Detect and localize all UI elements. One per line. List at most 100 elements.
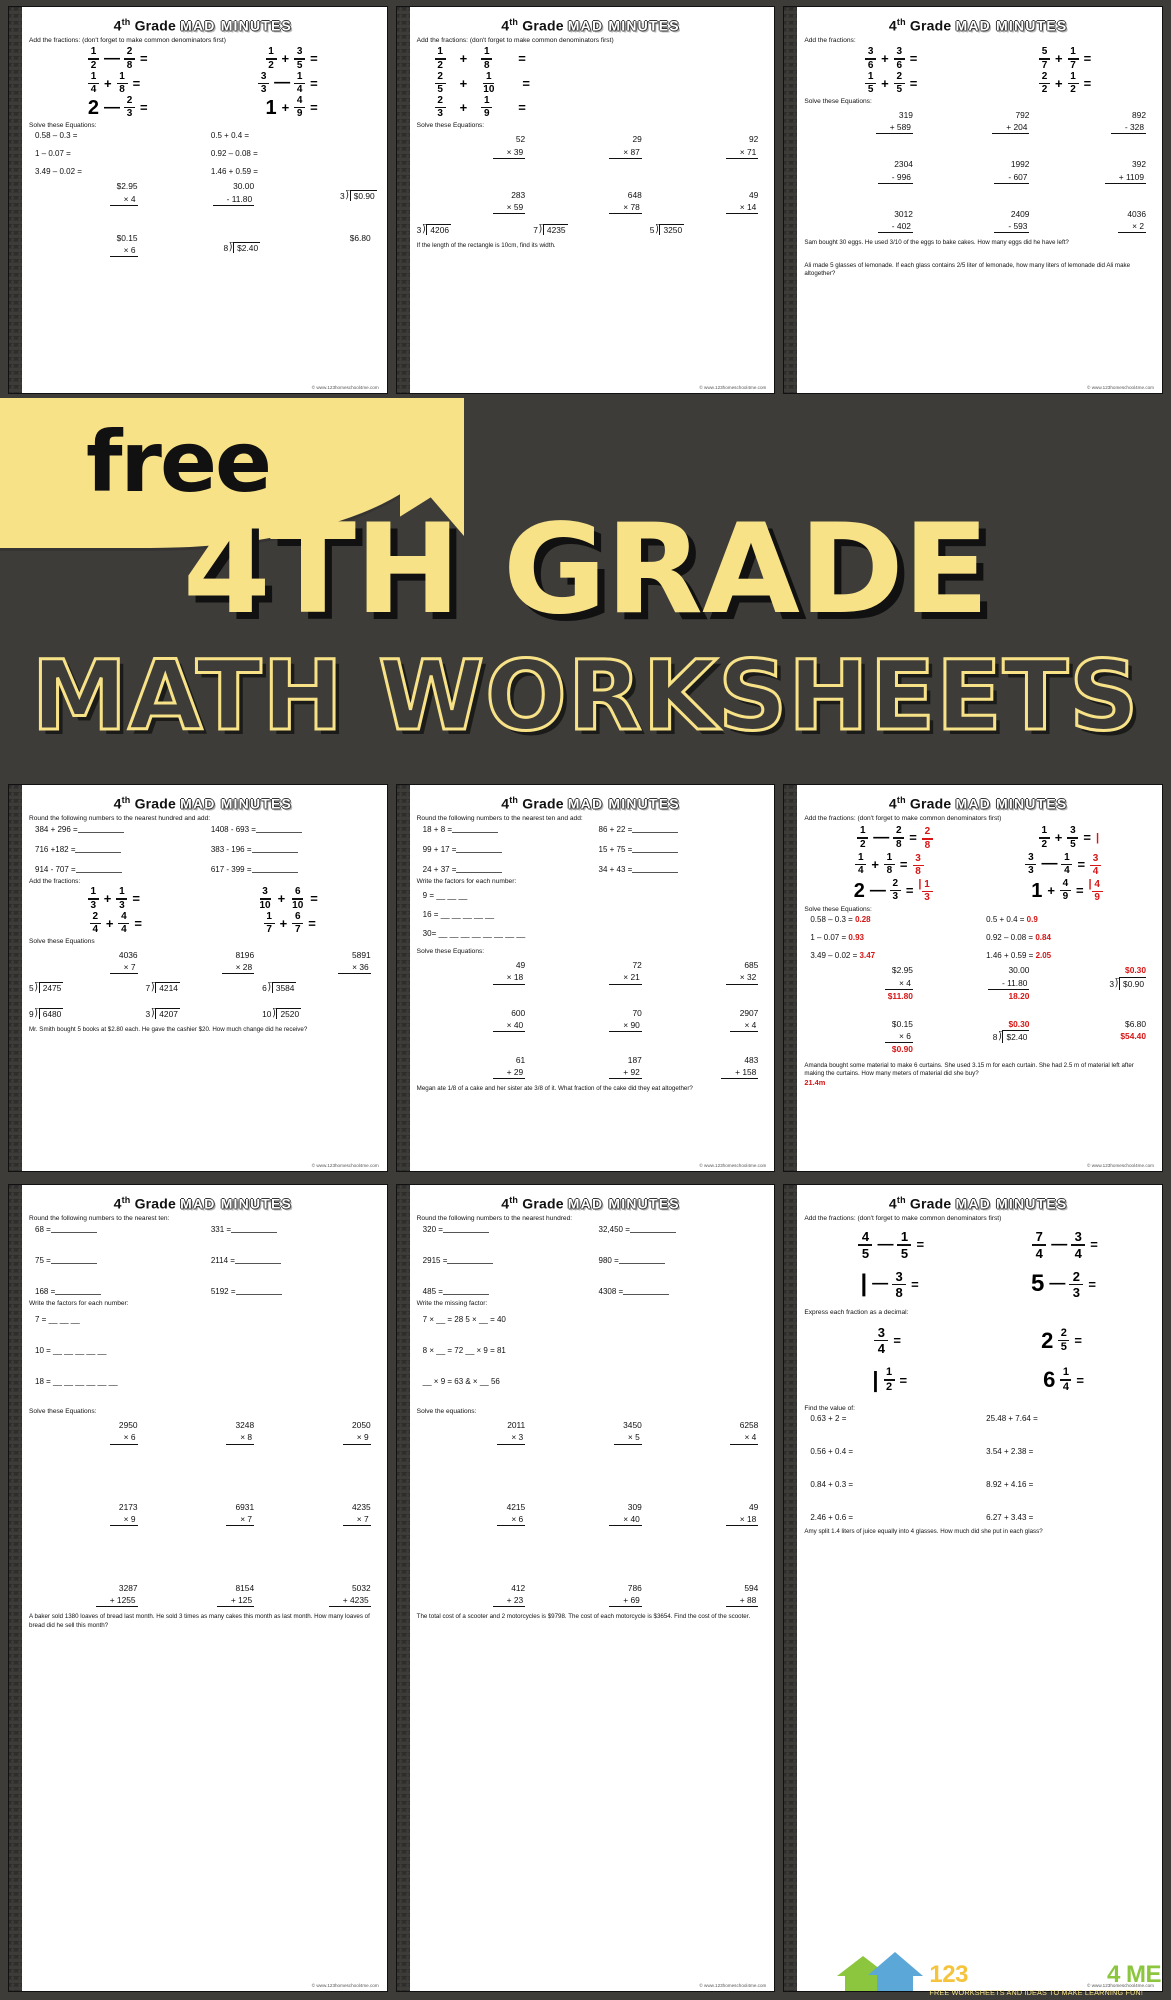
equation: 75 = xyxy=(29,1256,201,1265)
worksheet-sheet-3[interactable]: 4th Grade MAD MINUTES Add the fractions:… xyxy=(783,6,1164,394)
house-icon xyxy=(833,1952,925,1996)
column-problem: 648 × 78 xyxy=(533,189,648,215)
worksheet-sheet-5[interactable]: 4th Grade MAD MINUTES Round the followin… xyxy=(395,784,776,1172)
column-problem: $2.95 × 4 xyxy=(29,180,144,206)
equation: 2.46 + 0.6 = xyxy=(810,1512,854,1522)
equation: 0.58 – 0.3 = 0.28 xyxy=(810,915,871,925)
equation: 1 – 0.07 = xyxy=(35,149,71,159)
equation: 0.5 + 0.4 = 0.9 xyxy=(986,915,1038,925)
sub-instruction: Solve these Equations: xyxy=(804,98,872,106)
column-problem: 52 × 39 xyxy=(417,133,532,159)
worksheet-sheet-1[interactable]: 4th Grade MAD MINUTES Add the fractions:… xyxy=(8,6,388,394)
factor-line: 7 = __ __ __ xyxy=(35,1315,80,1325)
column-problem: 594 + 88 xyxy=(650,1582,765,1608)
equation: 384 + 296 = xyxy=(29,825,201,834)
sub-instruction: Solve these Equations xyxy=(29,938,95,946)
equation: 86 + 22 = xyxy=(593,825,765,834)
worksheet-row-top: 4th Grade MAD MINUTES Add the fractions:… xyxy=(0,0,1171,400)
column-problems: 319 + 589 792 + 204 892- 328 2304- 996 199… xyxy=(804,109,1152,234)
worksheet-row-middle: 4th Grade MAD MINUTES Round the followin… xyxy=(0,778,1171,1178)
brand-name: 123Homeschool4 ME xyxy=(929,1960,1161,1988)
worksheet-title: 4th Grade MAD MINUTES xyxy=(501,795,680,812)
brand-logo[interactable]: 123Homeschool4 ME FREE WORKSHEETS AND ID… xyxy=(833,1952,1162,1996)
column-problem: 600 × 40 xyxy=(417,1007,532,1032)
equation: 3.49 – 0.02 = 3.47 xyxy=(810,951,876,961)
equation-grid: 0.58 – 0.3 = 0.5 + 0.4 = 1 – 0.07 = 0.92… xyxy=(29,131,377,176)
equation: 383 - 196 = xyxy=(205,845,377,854)
division-problem: 5⟌ 2475 xyxy=(29,982,64,995)
equation: 2114 = xyxy=(205,1256,377,1265)
column-problem: 392 + 1109 xyxy=(1037,158,1152,184)
worksheet-title: 4th Grade MAD MINUTES xyxy=(501,17,680,34)
factor-line: 30= __ __ __ __ __ __ __ __ xyxy=(422,929,526,939)
word-problem: Amy split 1.4 liters of juice equally in… xyxy=(804,1527,1043,1535)
column-problem: 786 + 69 xyxy=(533,1582,648,1608)
sub-instruction: Add the fractions: xyxy=(29,878,81,886)
worksheet-sheet-9[interactable]: 4th Grade MAD MINUTES Add the fractions:… xyxy=(783,1184,1164,1992)
worksheet-title: 4th Grade MAD MINUTES xyxy=(113,795,293,812)
equation: 0.92 – 0.08 = 0.84 xyxy=(986,933,1051,943)
equation-grid: 0.58 – 0.3 = 0.28 0.5 + 0.4 = 0.9 1 – 0.… xyxy=(804,915,1152,960)
division-problem: 3⟌ $0.90 xyxy=(1109,976,1146,990)
column-problem: 30.00 - 11.80 xyxy=(146,180,261,206)
worksheet-title: 4th Grade MAD MINUTES xyxy=(501,1195,680,1212)
worksheet-sheet-4[interactable]: 4th Grade MAD MINUTES Round the followin… xyxy=(8,784,388,1172)
column-problem: 3287 + 1255 xyxy=(29,1582,144,1608)
worksheet-sheet-8[interactable]: 4th Grade MAD MINUTES Round the followin… xyxy=(395,1184,776,1992)
worksheet-sheet-2[interactable]: 4th Grade MAD MINUTES Add the fractions:… xyxy=(395,6,776,394)
rounding-equations: 18 + 8 = 86 + 22 = 99 + 17 = 15 + 75 = 2… xyxy=(417,825,765,874)
sub-instruction: Find the value of: xyxy=(804,1404,855,1412)
word-problem: Megan ate 1/8 of a cake and her sister a… xyxy=(416,1085,693,1093)
column-problem: 2907 × 4 xyxy=(650,1007,765,1032)
instruction-text: Add the fractions: (don't forget to make… xyxy=(29,36,226,44)
sub-instruction: Express each fraction as a decimal: xyxy=(804,1309,909,1317)
equation: 320 = xyxy=(417,1225,589,1234)
equation: 34 + 43 = xyxy=(593,865,765,874)
factor-line: __ × 9 = 63 & × __ 56 xyxy=(422,1377,500,1387)
equation: 914 - 707 = xyxy=(29,865,201,874)
column-problem: 2011 × 3 xyxy=(417,1419,532,1445)
word-problem: The total cost of a scooter and 2 motorc… xyxy=(416,1613,751,1621)
page-title: 4TH GRADE xyxy=(182,498,990,642)
worksheet-title: 4th Grade MAD MINUTES xyxy=(888,17,1068,34)
instruction-text: Round the following numbers to the neare… xyxy=(29,814,211,822)
equation: 331 = xyxy=(205,1225,377,1234)
division-problem: 10⟌ 2520 xyxy=(262,1008,302,1021)
equation: 1.46 + 0.59 = 2.05 xyxy=(986,951,1052,961)
worksheet-sheet-7[interactable]: 4th Grade MAD MINUTES Round the followin… xyxy=(8,1184,388,1992)
fraction-expression: 3 10 + 6 10 = xyxy=(259,886,318,911)
column-problem: 685 × 32 xyxy=(650,959,765,985)
equation: 0.56 + 0.4 = xyxy=(810,1446,854,1456)
copyright: © www.123homeschool4me.com xyxy=(311,1983,379,1988)
division-problem: 6⟌ 3584 xyxy=(262,982,297,995)
equation: 1.46 + 0.59 = xyxy=(210,167,258,177)
copyright: © www.123homeschool4me.com xyxy=(1087,1983,1155,1988)
worksheet-sheet-6-answer-key[interactable]: 4th Grade MAD MINUTES Add the fractions:… xyxy=(783,784,1164,1172)
sub-instruction: Solve these Equations: xyxy=(416,122,485,130)
page-subtitle: MATH WORKSHEETS xyxy=(30,640,1140,752)
column-problem: 4215 × 6 xyxy=(417,1501,532,1526)
instruction-text: Add the fractions: xyxy=(804,36,856,44)
division-problem: 9⟌ 6480 xyxy=(29,1008,64,1021)
column-problem: 29 × 87 xyxy=(533,133,648,159)
division-problem: 8⟌ $2.40 xyxy=(223,241,261,254)
